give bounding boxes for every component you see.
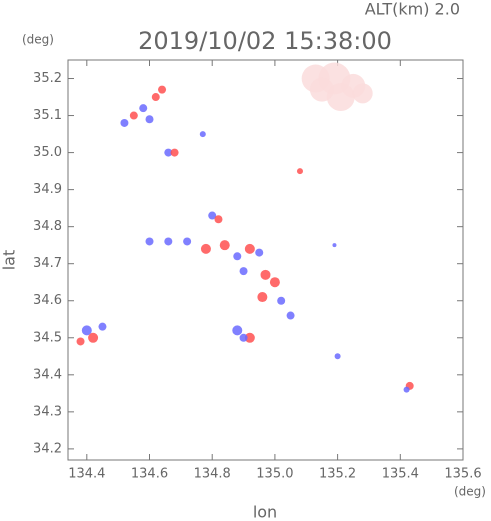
chart-title: 2019/10/02 15:38:00 <box>138 27 392 55</box>
echo-point <box>219 240 230 251</box>
echo-point <box>334 353 341 360</box>
echo-point <box>120 118 129 127</box>
echo-point <box>244 332 255 343</box>
x-tick-label: 134.8 <box>194 467 231 482</box>
echo-point <box>255 248 264 257</box>
y-tick-label: 35.1 <box>33 108 62 123</box>
echo-point <box>232 325 243 336</box>
echo-point <box>199 131 206 138</box>
y-tick-label: 34.7 <box>33 256 62 271</box>
echo-point <box>257 292 268 303</box>
echo-point <box>81 325 92 336</box>
plot-frame <box>67 59 464 461</box>
echo-point <box>233 252 242 261</box>
echo-point <box>200 243 211 254</box>
echo-point <box>158 85 167 94</box>
echo-point <box>170 148 179 157</box>
annotation: ALT(km) 2.0 <box>365 0 460 19</box>
echo-point <box>88 332 99 343</box>
echo-point <box>309 77 334 102</box>
x-unit: (deg) <box>454 485 486 499</box>
y-unit: (deg) <box>22 33 54 47</box>
echo-point <box>260 269 271 280</box>
y-tick-label: 34.3 <box>33 404 62 419</box>
echo-point <box>145 115 154 124</box>
echo-point <box>244 243 255 254</box>
y-tick-label: 34.9 <box>33 182 62 197</box>
echo-point <box>269 277 280 288</box>
echo-point <box>296 168 303 175</box>
echo-point <box>332 243 337 248</box>
y-tick-label: 34.8 <box>33 219 62 234</box>
echo-point <box>239 333 248 342</box>
echo-point <box>286 311 295 320</box>
echo-point <box>151 93 160 102</box>
echo-point <box>208 211 217 220</box>
x-axis-label: lon <box>253 503 277 521</box>
echo-point <box>183 237 192 246</box>
x-tick-label: 135.4 <box>382 467 419 482</box>
y-axis-label: lat <box>0 250 19 271</box>
y-tick-label: 34.4 <box>33 367 62 382</box>
y-tick-label: 35.0 <box>33 145 62 160</box>
x-tick-label: 134.6 <box>131 467 168 482</box>
echo-point <box>352 83 373 104</box>
echo-point <box>164 237 173 246</box>
x-tick-label: 135.6 <box>444 467 481 482</box>
echo-point <box>76 337 85 346</box>
echo-point <box>214 215 223 224</box>
y-tick-label: 35.2 <box>33 71 62 86</box>
echo-point <box>98 322 107 331</box>
y-tick-label: 34.6 <box>33 293 62 308</box>
echo-point <box>239 267 248 276</box>
x-tick-label: 134.4 <box>68 467 105 482</box>
echo-point <box>139 104 148 113</box>
echo-point <box>145 237 154 246</box>
x-tick-label: 135.2 <box>319 467 356 482</box>
echo-point <box>277 296 286 305</box>
y-tick-label: 34.5 <box>33 330 62 345</box>
echo-point <box>129 111 138 120</box>
echo-point <box>164 148 173 157</box>
x-tick-label: 135.0 <box>256 467 293 482</box>
echo-point <box>403 386 410 393</box>
y-tick-label: 34.2 <box>33 441 62 456</box>
